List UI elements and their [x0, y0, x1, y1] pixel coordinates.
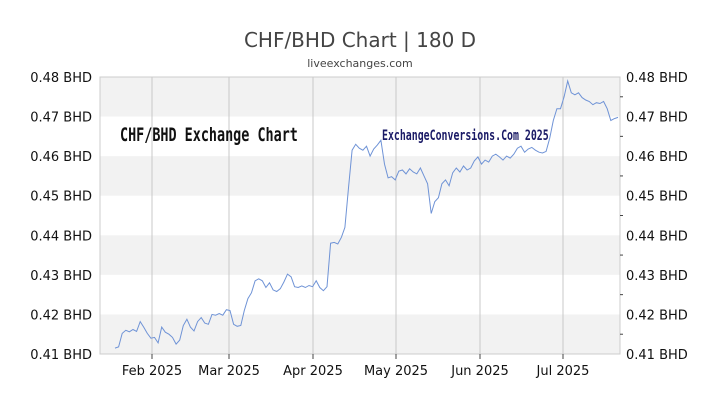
x-axis: Feb 2025 Mar 2025 Apr 2025 May 2025 Jun 2025…: [122, 354, 590, 379]
y-axis-left: 0.41 BHD 0.42 BHD 0.43 BHD 0.44 BHD 0.45 BHD…: [30, 71, 92, 363]
y-tick-label-left: 0.42 BHD: [30, 308, 92, 323]
y-axis-right: 0.41 BHD 0.42 BHD 0.43 BHD 0.44 BHD 0.45 BHD…: [620, 71, 688, 363]
y-tick-label-right: 0.46 BHD: [626, 150, 688, 165]
chart-subtitle: liveexchanges.com: [307, 57, 412, 70]
grid-band: [100, 77, 620, 117]
chart-title: CHF/BHD Chart | 180 D: [244, 28, 476, 52]
y-tick-label-left: 0.43 BHD: [30, 269, 92, 284]
watermark-right: ExchangeConversions.Com 2025: [382, 127, 549, 143]
y-tick-label-left: 0.46 BHD: [30, 150, 92, 165]
grid-band: [100, 314, 620, 354]
y-tick-label-right: 0.41 BHD: [626, 348, 688, 363]
y-tick-label-right: 0.44 BHD: [626, 229, 688, 244]
y-tick-label-left: 0.45 BHD: [30, 190, 92, 205]
x-tick-label: May 2025: [364, 364, 428, 379]
x-tick-label: Mar 2025: [198, 364, 260, 379]
y-tick-label-right: 0.42 BHD: [626, 308, 688, 323]
y-tick-label-right: 0.43 BHD: [626, 269, 688, 284]
y-tick-label-right: 0.45 BHD: [626, 190, 688, 205]
grid-band: [100, 235, 620, 275]
grid-band: [100, 156, 620, 196]
x-tick-label: Apr 2025: [283, 364, 343, 379]
x-tick-label: Jul 2025: [536, 364, 590, 379]
y-tick-label-left: 0.44 BHD: [30, 229, 92, 244]
x-tick-label: Jun 2025: [450, 364, 509, 379]
series-line: [114, 79, 619, 349]
y-tick-label-right: 0.47 BHD: [626, 111, 688, 126]
y-tick-label-left: 0.48 BHD: [30, 71, 92, 86]
y-tick-label-right: 0.48 BHD: [626, 71, 688, 86]
grid-bands: [100, 77, 620, 354]
vertical-gridlines: [151, 77, 564, 354]
x-tick-label: Feb 2025: [122, 364, 182, 379]
y-tick-label-left: 0.41 BHD: [30, 348, 92, 363]
watermark-left: CHF/BHD Exchange Chart: [120, 124, 298, 146]
y-tick-label-left: 0.47 BHD: [30, 111, 92, 126]
